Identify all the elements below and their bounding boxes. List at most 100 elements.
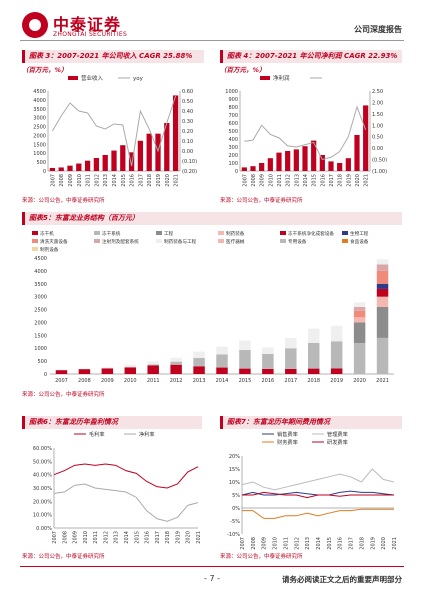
- stack-segment-2021: [376, 288, 389, 297]
- bar-fig4-2012: [285, 151, 291, 171]
- right-tick-label: 0.00: [182, 149, 193, 155]
- x-tick-label: 2013: [103, 174, 109, 187]
- y-tick-label: -5%: [230, 519, 240, 525]
- x-tick-label: 2012: [94, 174, 100, 187]
- x-tick-label: 2010: [83, 531, 89, 544]
- bar-fig3-2017: [137, 140, 144, 171]
- bar-fig4-2009: [259, 163, 265, 171]
- y-tick-label: 2000: [34, 320, 47, 326]
- legend-swatch-fig5: [94, 231, 100, 235]
- x-tick-label: 2016: [145, 531, 151, 544]
- legend-swatch-fig3-bar: [68, 76, 78, 80]
- stack-segment-2014: [216, 346, 228, 355]
- right-tick-label: (1.00): [372, 169, 387, 175]
- x-tick-label: 2014: [112, 174, 118, 187]
- legend-label-fig5: 医疗器械: [226, 238, 245, 245]
- stack-segment-2019: [330, 368, 343, 374]
- x-tick-label: 2014: [316, 537, 322, 550]
- bar-fig4-2014: [302, 146, 308, 171]
- left-tick-label: 500: [36, 160, 46, 166]
- stack-segment-2021: [376, 306, 389, 338]
- x-tick-label: 2007: [55, 378, 68, 384]
- right-tick-label: 0.50: [182, 99, 193, 105]
- stack-segment-2020: [353, 306, 366, 311]
- right-tick-label: 0.40: [182, 109, 193, 115]
- line-fig6-净利率: [53, 483, 199, 522]
- legend-label-fig3-line: yoy: [133, 76, 144, 82]
- right-tick-label: 0.20: [182, 129, 193, 135]
- x-tick-label: 2017: [138, 174, 144, 187]
- x-tick-label: 2013: [294, 174, 300, 187]
- right-tick-label: (0.50): [372, 158, 387, 164]
- left-tick-label: 400: [228, 137, 238, 143]
- line-fig7-销售费率: [241, 490, 395, 496]
- legend-label-fig5: 工程: [164, 230, 174, 237]
- stack-segment-2020: [353, 317, 366, 323]
- left-tick-label: 4500: [33, 89, 46, 95]
- legend-swatch-fig5: [32, 231, 38, 235]
- x-tick-label: 2019: [330, 378, 343, 384]
- stack-segment-2011: [147, 364, 159, 366]
- legend-label-fig5: 专用设备: [288, 238, 307, 245]
- left-tick-label: 2000: [33, 133, 46, 139]
- y-tick-label: 0.00%: [36, 526, 52, 532]
- x-tick-label: 2007: [52, 531, 58, 544]
- logo-chinese-name: 中泰证券: [53, 15, 122, 34]
- company-logo: 中泰证券 ZHONGTAI SECURITIES: [22, 12, 152, 40]
- legend-label-fig6: 毛利率: [89, 430, 105, 438]
- right-tick-label: 1.50: [372, 112, 383, 118]
- right-tick-label: 0.30: [182, 119, 193, 125]
- right-tick-label: 0.50: [372, 135, 383, 141]
- fig7-source: 来源：公司公告，中泰证券研究所: [220, 554, 303, 560]
- x-tick-label: 2020: [165, 174, 171, 187]
- fig7-title: 图表7：东富龙历年期间费用情况: [220, 416, 402, 429]
- bar-fig3-2021: [172, 95, 179, 171]
- bar-fig4-2020: [354, 135, 360, 171]
- left-tick-label: 0: [43, 169, 46, 175]
- bar-fig3-2011: [84, 160, 91, 171]
- fig4-chart: 净利润100090080070060050040030020010002.502…: [225, 74, 387, 187]
- fig3-chart: 营业收入 yoy 4500 4000 3500 3000 2500 2000 1500 1000 5…: [33, 74, 197, 187]
- stack-segment-2021: [376, 283, 389, 289]
- line-fig4-yoy: [244, 105, 367, 161]
- y-tick-label: 40.00%: [33, 473, 52, 479]
- x-tick-label: 2013: [305, 537, 311, 550]
- x-tick-label: 2018: [359, 537, 365, 550]
- y-tick-label: 2500: [34, 308, 47, 314]
- y-tick-label: 20.00%: [33, 499, 52, 505]
- x-tick-label: 2013: [114, 531, 120, 544]
- legend-label-fig7: 财务费率: [277, 438, 298, 446]
- stack-segment-2009: [101, 367, 114, 369]
- stack-segment-2018: [308, 342, 320, 369]
- y-tick-label: 1500: [34, 333, 47, 339]
- fig4-title: 图表 4：2007-2021 年公司净利润 CAGR 22.93%: [220, 50, 402, 63]
- stack-segment-2007: [55, 370, 68, 374]
- stack-segment-2014: [216, 354, 228, 368]
- y-tick-label: 4000: [34, 269, 47, 275]
- x-tick-label: 2011: [86, 174, 92, 187]
- fig5-title: 图表5：东富龙业务结构（百万元）: [22, 212, 402, 225]
- legend-swatch-fig5: [342, 231, 348, 235]
- left-tick-label: 500: [228, 129, 238, 135]
- line-fig7-管理费率: [241, 468, 395, 491]
- bar-fig3-2007: [49, 167, 56, 171]
- x-tick-label: 2020: [355, 174, 361, 187]
- x-tick-label: 2012: [103, 531, 109, 544]
- disclaimer: 请务必阅读正文之后的重要声明部分: [282, 575, 402, 584]
- left-tick-label: 300: [228, 145, 238, 151]
- bar-fig4-2008: [250, 166, 256, 171]
- stack-segment-2008: [78, 369, 91, 374]
- legend-label-fig5: 冻干机: [40, 230, 54, 237]
- x-tick-label: 2017: [349, 537, 355, 550]
- stack-segment-2016: [262, 347, 274, 354]
- y-tick-label: 0%: [232, 506, 240, 512]
- x-tick-label: 2009: [260, 174, 266, 187]
- x-tick-label: 2019: [370, 537, 376, 550]
- x-tick-label: 2007: [242, 174, 248, 187]
- bar-fig3-2015: [120, 145, 126, 171]
- y-tick-label: 30.00%: [33, 486, 52, 492]
- legend-swatch-fig5: [280, 239, 286, 243]
- x-tick-label: 2015: [312, 174, 318, 187]
- left-tick-label: 900: [228, 97, 238, 103]
